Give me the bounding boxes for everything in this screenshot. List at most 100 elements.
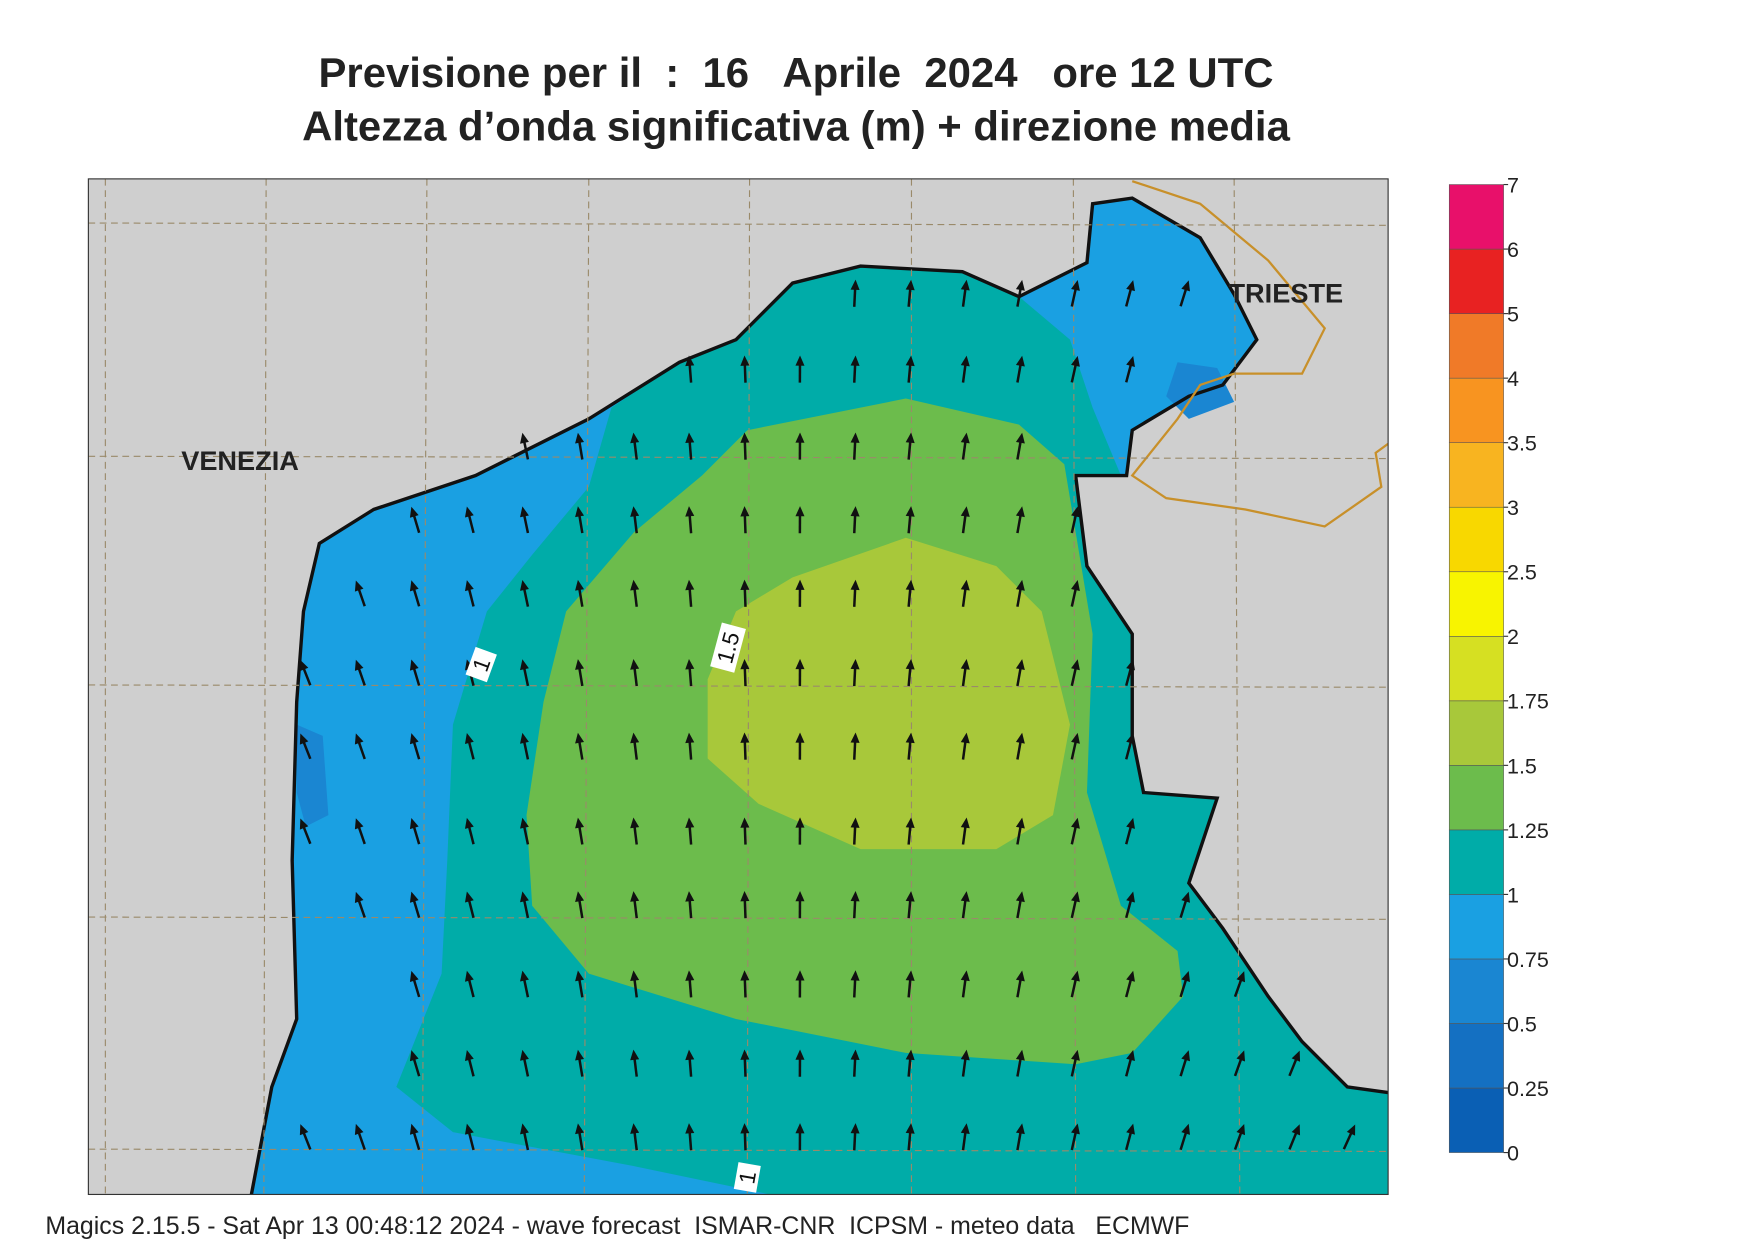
arrow [1179, 280, 1190, 307]
arrow [630, 659, 640, 687]
arrow-shaft [577, 1130, 584, 1151]
arrow-head [1071, 355, 1080, 367]
arrow-head [1126, 1123, 1135, 1135]
arrow [905, 732, 915, 760]
arrow-head [850, 970, 860, 981]
arrow-shaft [961, 978, 967, 998]
arrow-head [1126, 970, 1135, 982]
arrow-shaft [357, 740, 366, 760]
arrow-shaft [1233, 1131, 1243, 1150]
arrow [740, 506, 750, 534]
arrow [1015, 579, 1025, 607]
arrow-shaft [907, 740, 912, 760]
arrow-head [1346, 1124, 1356, 1136]
arrow [740, 355, 750, 383]
arrow-shaft [633, 513, 638, 534]
arrow-head [1181, 970, 1190, 983]
arrow [464, 580, 475, 607]
arrow-shaft [1125, 740, 1133, 760]
arrow-shaft [853, 513, 857, 534]
arrow-head [464, 1123, 474, 1135]
arrow-shaft [1070, 666, 1078, 687]
arrow-head [630, 891, 640, 902]
arrow-head [795, 891, 805, 902]
arrow-shaft [907, 1057, 912, 1077]
arrow-head [299, 659, 309, 672]
title-line-1: Previsione per il : 16 Aprile 2024 ore 1… [318, 49, 1273, 96]
arrow [464, 1123, 475, 1151]
arrow-shaft [633, 666, 638, 687]
arrow [409, 733, 421, 760]
arrow [1125, 1050, 1135, 1077]
arrow-head [464, 506, 474, 518]
arrow-head [409, 580, 419, 592]
arrow-shaft [907, 898, 912, 919]
arrow-head [409, 891, 419, 903]
arrow-head [960, 659, 970, 670]
arrow-shaft [688, 1057, 693, 1077]
arrow-shaft [577, 666, 584, 687]
arrow-head [1181, 1123, 1190, 1135]
arrow [960, 506, 970, 534]
colorbar-band [1448, 184, 1504, 250]
arrow-shaft [1125, 287, 1133, 307]
arrow-shaft [688, 1130, 693, 1151]
arrow-head [905, 1049, 915, 1061]
arrow [1015, 1049, 1025, 1077]
arrow-head [630, 579, 640, 591]
arrow-head [905, 817, 915, 829]
arrow-head [299, 733, 309, 745]
arrow [795, 732, 805, 760]
arrow [575, 1049, 585, 1077]
arrow-head [685, 579, 695, 591]
arrow-shaft [577, 825, 584, 845]
arrow [409, 580, 421, 607]
arrow [464, 1049, 475, 1077]
arrow [960, 732, 970, 760]
arrow [960, 432, 970, 460]
arrow-head [1071, 1123, 1080, 1135]
arrow-shaft [853, 1057, 857, 1077]
arrow-head [575, 506, 585, 518]
arrow [905, 1123, 915, 1151]
arrow-head [905, 1123, 915, 1134]
arrow-head [1015, 732, 1025, 744]
arrow-shaft [961, 898, 967, 919]
arrow-shaft [853, 363, 857, 383]
arrow-shaft [577, 440, 584, 460]
arrow [740, 732, 750, 760]
arrow-head [1126, 733, 1135, 745]
arrow [575, 970, 585, 998]
arrow [795, 355, 805, 383]
colorbar-band [1448, 700, 1504, 766]
arrow-head [850, 732, 860, 743]
arrow [575, 432, 585, 460]
arrow [299, 659, 312, 686]
arrow-shaft [412, 898, 421, 919]
arrow [520, 432, 530, 460]
arrow [795, 579, 805, 607]
arrow-shaft [1179, 898, 1188, 919]
arrow-shaft [961, 440, 967, 460]
arrow-shaft [412, 825, 421, 845]
arrow [409, 1050, 421, 1077]
arrow-head [464, 1049, 474, 1061]
arrow [630, 579, 640, 607]
arrow-head [1015, 659, 1025, 670]
arrow [795, 658, 805, 687]
arrow [520, 506, 530, 534]
arrow-head [685, 891, 695, 902]
arrow-shaft [853, 587, 857, 607]
arrow [795, 1123, 805, 1151]
arrow-shaft [1070, 587, 1078, 607]
arrow-shaft [1070, 1130, 1078, 1151]
arrow-shaft [961, 825, 967, 845]
arrow [685, 1049, 695, 1077]
arrow [960, 659, 970, 687]
arrow-shaft [577, 898, 584, 919]
arrow-shaft [467, 1130, 475, 1151]
arrow-shaft [467, 587, 475, 607]
arrow-head [575, 970, 585, 982]
arrow-head [575, 732, 585, 744]
arrow-head [905, 506, 915, 517]
